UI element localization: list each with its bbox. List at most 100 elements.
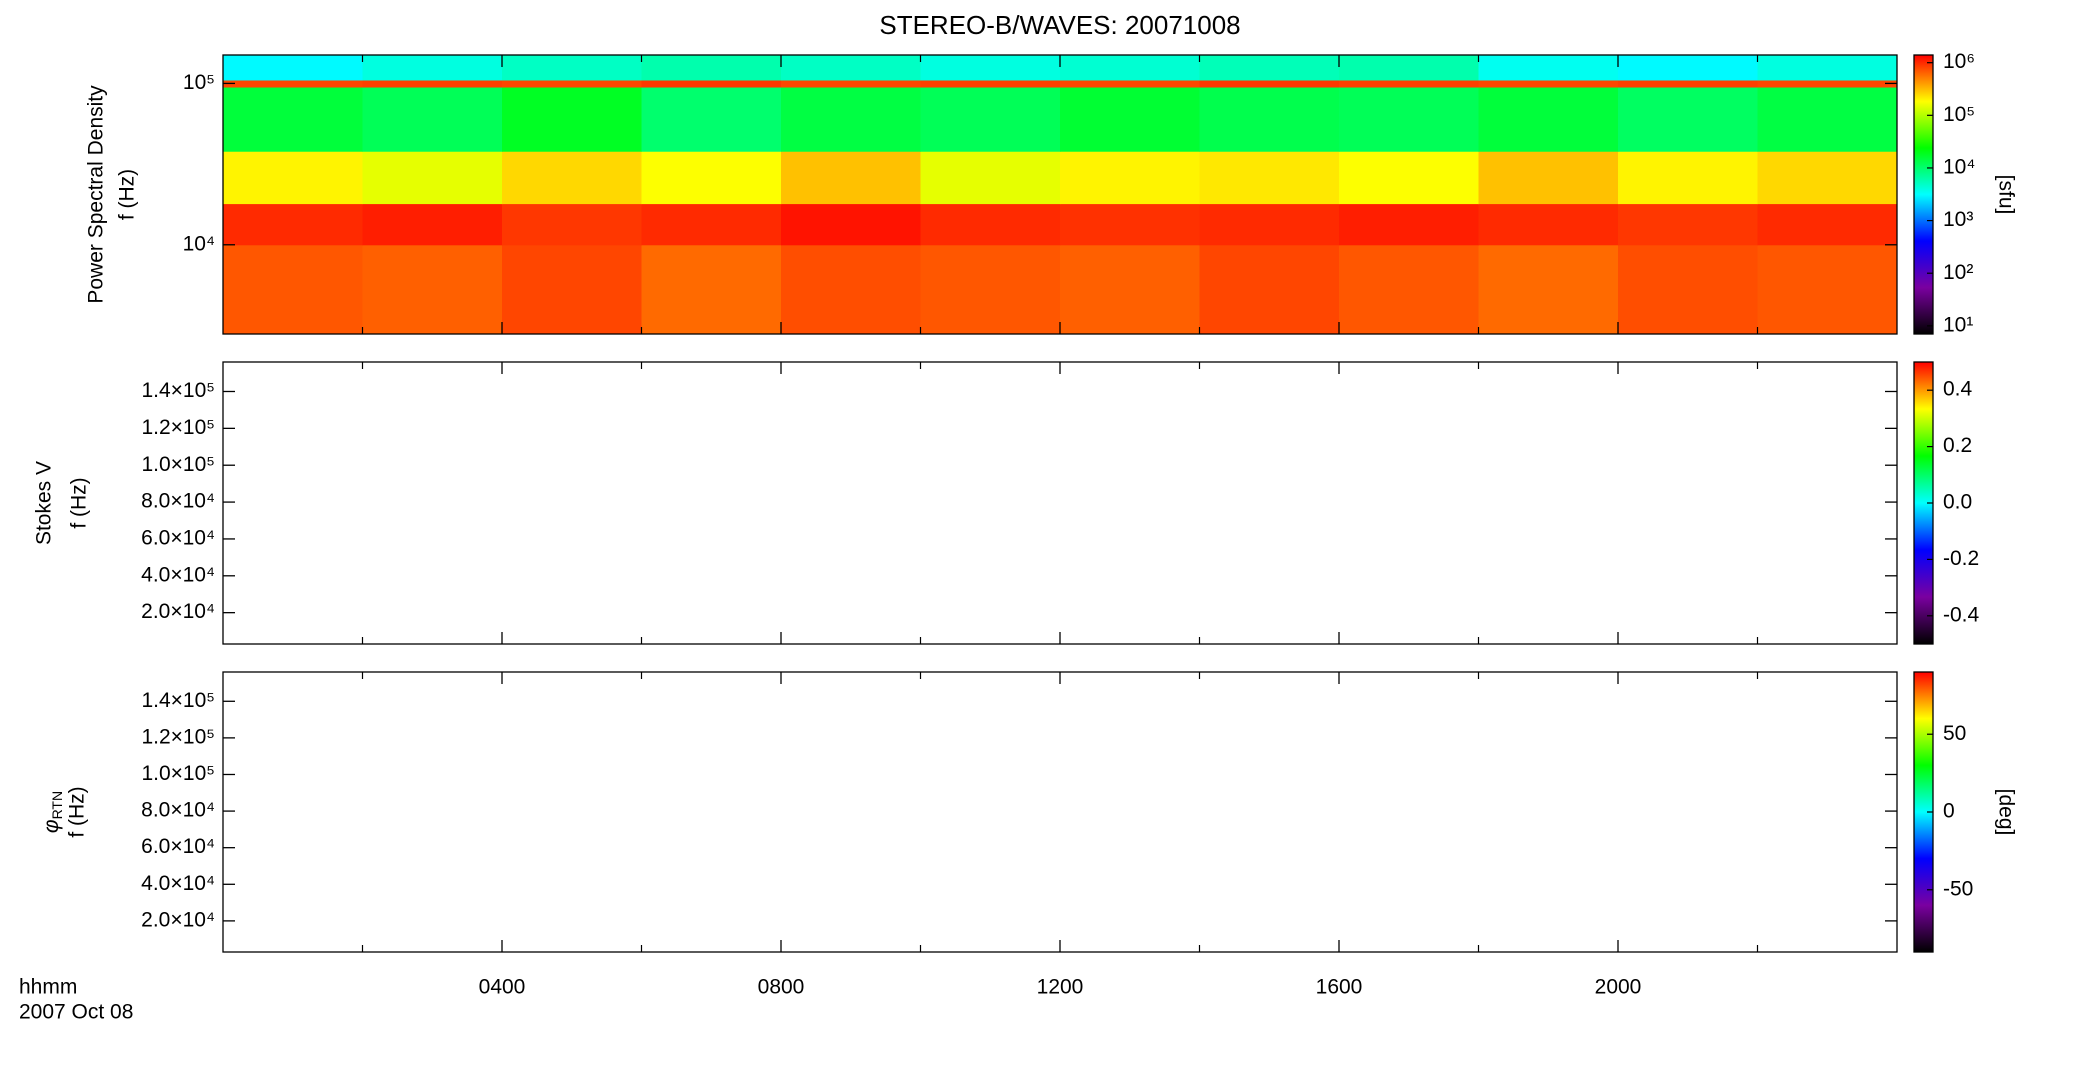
y-axis-label: f (Hz) — [116, 169, 139, 220]
heatmap-cell — [1757, 87, 1898, 152]
y-tick-label: 2.0×10⁴ — [141, 600, 215, 623]
x-tick-label: 1200 — [1037, 976, 1084, 999]
heatmap-cell — [781, 55, 921, 81]
y-tick-label: 1.2×10⁵ — [141, 725, 215, 748]
colorbar — [1914, 362, 1933, 644]
heatmap-cell — [1618, 244, 1758, 335]
heatmap-cell — [1060, 55, 1200, 81]
heatmap-cell — [1757, 203, 1898, 246]
heatmap-cell — [1339, 244, 1479, 335]
colorbar-tick-label: -50 — [1943, 877, 1973, 900]
heatmap-cell — [362, 87, 503, 152]
y-axis-label: Stokes V — [33, 461, 56, 545]
y-axis-label: f (Hz) — [68, 477, 91, 528]
y-axis-label: f (Hz) — [66, 786, 89, 837]
colorbar — [1914, 55, 1933, 334]
y-tick-label: 1.2×10⁵ — [141, 416, 215, 439]
y-axis-label: Power Spectral Density — [85, 85, 108, 304]
heatmap-cell — [1757, 151, 1898, 205]
heatmap-cell — [502, 151, 642, 205]
heatmap-cell — [1339, 79, 1479, 88]
heatmap-cell — [502, 55, 642, 81]
heatmap-cell — [1618, 55, 1758, 81]
heatmap-cell — [1339, 55, 1479, 81]
colorbar-tick-label: 10⁴ — [1943, 156, 1975, 179]
heatmap-cell — [1478, 79, 1619, 88]
heatmap-cell — [223, 244, 363, 335]
heatmap-cell — [1478, 244, 1619, 335]
x-axis-label: hhmm — [19, 976, 77, 999]
heatmap-cell — [1060, 203, 1200, 246]
heatmap-cell — [1060, 79, 1200, 88]
y-tick-label: 8.0×10⁴ — [141, 490, 215, 513]
heatmap-cell — [362, 55, 503, 81]
x-axis-label: 2007 Oct 08 — [19, 1001, 133, 1024]
x-tick-label: 1600 — [1316, 976, 1363, 999]
heatmap-cell — [1060, 244, 1200, 335]
heatmap-cell — [641, 87, 782, 152]
colorbar-label: [deg] — [1994, 789, 2017, 836]
heatmap-cell — [1199, 87, 1340, 152]
heatmap-cell — [1199, 151, 1340, 205]
heatmap-cell — [641, 244, 782, 335]
colorbar-tick-label: -0.4 — [1943, 603, 1980, 626]
heatmap-cell — [223, 151, 363, 205]
heatmap-cell — [502, 87, 642, 152]
heatmap-cell — [781, 79, 921, 88]
x-tick-label: 0400 — [479, 976, 526, 999]
heatmap-cell — [781, 244, 921, 335]
heatmap-cell — [502, 244, 642, 335]
colorbar-tick-label: 10⁶ — [1943, 50, 1975, 73]
heatmap-cell — [641, 55, 782, 81]
heatmap-cell — [1618, 151, 1758, 205]
heatmap-cell — [1478, 151, 1619, 205]
heatmap-cell — [920, 79, 1061, 88]
x-tick-label: 2000 — [1595, 976, 1642, 999]
colorbar-label: [sfu] — [1994, 175, 2017, 215]
colorbar-tick-label: 10² — [1943, 261, 1973, 284]
y-axis-label-symbol: φ — [40, 819, 63, 833]
heatmap-cell — [1339, 151, 1479, 205]
y-tick-label: 8.0×10⁴ — [141, 799, 215, 822]
y-axis-label-subscript: RTN — [49, 791, 65, 820]
heatmap-cell — [362, 244, 503, 335]
heatmap-cell — [1478, 87, 1619, 152]
y-axis-label: φRTN — [40, 791, 65, 833]
heatmap-cell — [223, 87, 363, 152]
heatmap-cell — [1339, 87, 1479, 152]
heatmap-cell — [1757, 55, 1898, 81]
heatmap-cell — [1757, 79, 1898, 88]
y-tick-label: 2.0×10⁴ — [141, 908, 215, 931]
heatmap-cell — [1060, 151, 1200, 205]
heatmap-cell — [1199, 244, 1340, 335]
colorbar-frame — [1913, 54, 1934, 335]
colorbar-tick-label: 0 — [1943, 800, 1955, 823]
heatmap-cell — [362, 79, 503, 88]
heatmap-cell — [920, 203, 1061, 246]
heatmap-cell — [223, 55, 363, 81]
y-tick-label: 6.0×10⁴ — [141, 835, 215, 858]
heatmap-cell — [362, 203, 503, 246]
heatmap-cell — [920, 151, 1061, 205]
heatmap-cell — [641, 151, 782, 205]
colorbar-tick-label: 10⁵ — [1943, 103, 1975, 126]
heatmap-cell — [1618, 79, 1758, 88]
x-tick-label: 0800 — [758, 976, 805, 999]
heatmap-cell — [641, 79, 782, 88]
y-tick-label: 4.0×10⁴ — [141, 872, 215, 895]
heatmap-cell — [223, 203, 363, 246]
heatmap-cell — [920, 87, 1061, 152]
y-tick-label: 1.4×10⁵ — [141, 689, 215, 712]
heatmap-cell — [1199, 55, 1340, 81]
y-tick-label: 10⁵ — [183, 71, 215, 94]
heatmap-cell — [1618, 87, 1758, 152]
colorbar-tick-label: 10¹ — [1943, 313, 1973, 336]
heatmap-cell — [920, 244, 1061, 335]
y-tick-label: 10⁴ — [183, 232, 215, 255]
colorbar-tick-label: 0.0 — [1943, 491, 1972, 514]
colorbar-tick-label: 50 — [1943, 722, 1966, 745]
chart-title: STEREO-B/WAVES: 20071008 — [879, 10, 1240, 40]
heatmap-cell — [1199, 79, 1340, 88]
heatmap-cell — [1478, 55, 1619, 81]
